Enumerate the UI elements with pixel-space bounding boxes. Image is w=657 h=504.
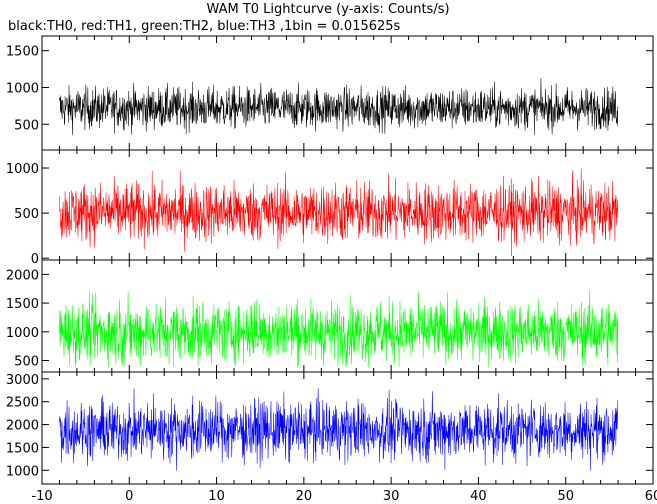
y-tick-label: 1000 [6,464,39,479]
panel-TH3: 1000 1500 2000 2500 3000 [6,371,654,485]
x-tick-label: 50 [557,489,574,504]
chart-title: WAM T0 Lightcurve (y-axis: Counts/s) [206,2,449,17]
chart-subtitle: black:TH0, red:TH1, green:TH2, blue:TH3 … [8,19,401,34]
x-axis: -10 0 10 20 30 40 50 60 [31,489,657,504]
x-tick-label: 0 [125,489,133,504]
panel-TH2: 500 1000 1500 2000 [6,259,654,373]
series-TH1-line [59,168,619,257]
y-tick-label: 0 [31,252,39,267]
series-TH3-line [59,388,619,471]
x-tick-label: 30 [383,489,400,504]
y-tick-label: 2500 [6,396,39,411]
y-tick-label: 1000 [6,81,39,96]
y-tick-label: 1500 [6,297,39,312]
y-tick-label: 2000 [6,419,39,434]
y-tick-label: 2000 [6,268,39,283]
x-tick-label: 40 [470,489,487,504]
y-tick-label: 500 [14,118,39,133]
panel-TH0: 500 1000 1500 [6,35,654,151]
panel-frame [41,371,654,485]
y-tick-label: 3000 [6,373,39,388]
x-tick-label: 10 [208,489,225,504]
series-TH0-line [59,78,619,136]
y-tick-label: 1500 [6,441,39,456]
panels-group: 500 1000 1500 0 500 1000 500 1000 1500 2000 1000 15… [6,35,654,485]
y-tick-label: 1000 [6,162,39,177]
x-tick-label: -10 [31,489,52,504]
x-tick-label: 20 [296,489,313,504]
y-tick-label: 500 [14,207,39,222]
y-tick-label: 1000 [6,326,39,341]
y-tick-label: 500 [14,355,39,370]
series-TH2-line [59,290,619,368]
panel-TH1: 0 500 1000 [6,149,654,267]
y-tick-label: 1500 [6,45,39,60]
x-tick-label: 60 [645,489,657,504]
